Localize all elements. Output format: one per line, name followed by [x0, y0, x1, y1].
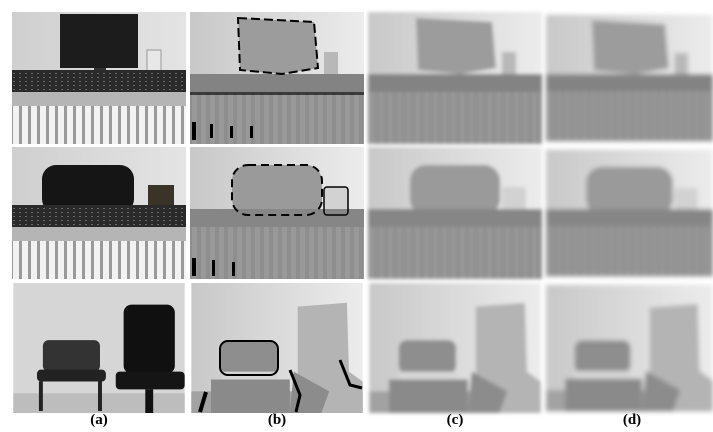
rgb-image — [13, 283, 184, 413]
refined-depth — [546, 15, 713, 412]
rgb-image — [12, 12, 186, 144]
panel-label: (b) — [268, 412, 286, 428]
panel-label: (d) — [623, 412, 641, 428]
figure: (a) (b) (c) (d) — [0, 0, 713, 432]
refined-depth — [368, 12, 542, 413]
raw-depth — [190, 12, 364, 413]
rgb-image — [12, 147, 186, 279]
panel-label: (c) — [447, 412, 464, 428]
panel-label: (a) — [90, 412, 108, 428]
